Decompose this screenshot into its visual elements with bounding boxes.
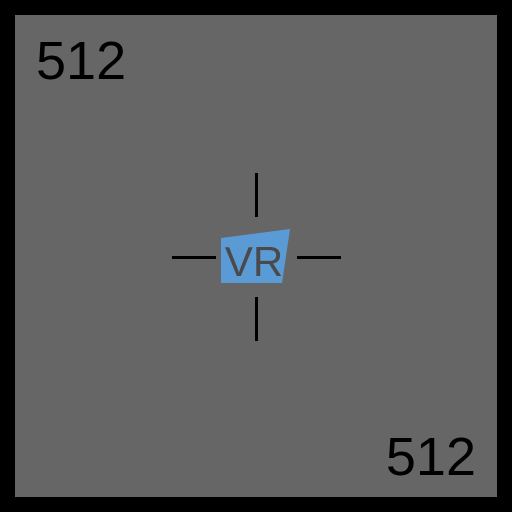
height-label: 512 (385, 427, 476, 487)
vr-logo-text: VR (225, 238, 283, 285)
crosshair-top-line (255, 173, 258, 217)
crosshair-left-line (172, 256, 216, 259)
vr-logo-icon: VR (221, 229, 290, 285)
crosshair-bottom-line (255, 297, 258, 341)
crosshair-right-line (297, 256, 341, 259)
vr-logo-badge (221, 229, 290, 283)
width-label: 512 (36, 31, 127, 91)
